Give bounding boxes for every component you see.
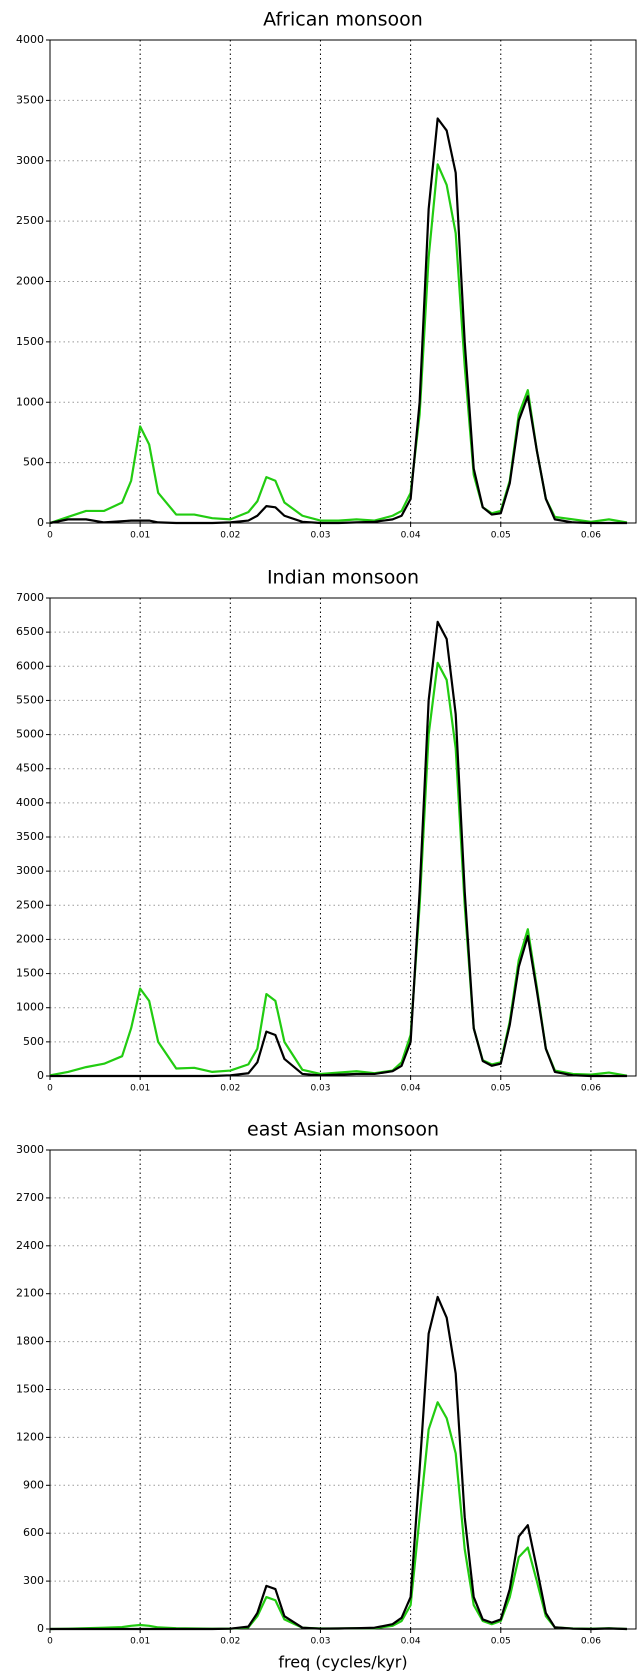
y-tick-label: 2700 [16, 1191, 44, 1204]
y-tick-label: 6500 [16, 625, 44, 638]
y-tick-label: 3500 [16, 93, 44, 106]
y-tick-label: 2500 [16, 898, 44, 911]
x-tick-label: 0.05 [491, 1637, 511, 1647]
y-tick-label: 2100 [16, 1287, 44, 1300]
plot-frame [49, 597, 637, 1077]
y-tick-label: 1500 [16, 967, 44, 980]
y-tick-label: 7000 [16, 591, 44, 604]
y-tick-label: 3500 [16, 830, 44, 843]
y-tick-label: 4000 [16, 796, 44, 809]
x-tick-label: 0.01 [130, 1084, 150, 1094]
series-line [50, 1295, 628, 1631]
y-tick-label: 1000 [16, 1001, 44, 1014]
y-tick-label: 1800 [16, 1335, 44, 1348]
x-tick-label: 0.04 [401, 1637, 421, 1647]
y-tick-label: 4000 [16, 33, 44, 46]
y-tick-label: 0 [37, 516, 44, 529]
x-tick-label: 0.01 [130, 531, 150, 541]
series-line [49, 163, 628, 525]
chart-title: Indian monsoon [267, 567, 419, 589]
y-tick-label: 1200 [16, 1430, 44, 1443]
y-tick-label: 4500 [16, 762, 44, 775]
x-tick-label: 0.04 [401, 1084, 421, 1094]
y-tick-label: 2400 [16, 1239, 44, 1252]
chart-title: east Asian monsoon [247, 1119, 439, 1141]
y-tick-label: 0 [37, 1622, 44, 1635]
y-tick-label: 500 [23, 456, 44, 469]
series-line [49, 1401, 628, 1631]
y-tick-label: 3000 [16, 1143, 44, 1156]
y-tick-label: 500 [23, 1035, 44, 1048]
x-tick-label: 0.02 [220, 1084, 240, 1094]
x-tick-label: 0.05 [491, 1084, 511, 1094]
y-tick-label: 6000 [16, 659, 44, 672]
y-tick-label: 900 [23, 1478, 44, 1491]
x-tick-label: 0.03 [310, 1084, 330, 1094]
y-tick-label: 2000 [16, 932, 44, 945]
y-tick-label: 2000 [16, 275, 44, 288]
x-tick-label: 0.06 [581, 1637, 601, 1647]
y-tick-label: 5500 [16, 693, 44, 706]
x-tick-label: 0.03 [310, 531, 330, 541]
x-tick-label: 0.06 [581, 1084, 601, 1094]
y-tick-label: 5000 [16, 728, 44, 741]
x-axis-label: freq (cycles/kyr) [278, 1653, 407, 1672]
y-tick-label: 1000 [16, 395, 44, 408]
x-tick-label: 0 [47, 1637, 53, 1647]
y-tick-label: 3000 [16, 864, 44, 877]
y-tick-label: 3000 [16, 154, 44, 167]
chart-title: African monsoon [263, 9, 423, 31]
y-tick-label: 600 [23, 1526, 44, 1539]
y-tick-label: 300 [23, 1574, 44, 1587]
x-tick-label: 0 [47, 1084, 53, 1094]
x-tick-label: 0.06 [581, 531, 601, 541]
x-tick-label: 0.05 [491, 531, 511, 541]
y-tick-label: 1500 [16, 1383, 44, 1396]
series-line [50, 620, 627, 1078]
x-tick-label: 0.02 [220, 1637, 240, 1647]
x-tick-label: 0.03 [310, 1637, 330, 1647]
x-tick-label: 0.02 [220, 531, 240, 541]
y-tick-label: 1500 [16, 335, 44, 348]
y-tick-label: 2500 [16, 214, 44, 227]
x-tick-label: 0.01 [130, 1637, 150, 1647]
x-tick-label: 0.04 [401, 531, 421, 541]
y-tick-label: 0 [37, 1069, 44, 1082]
series-line [49, 117, 627, 525]
x-tick-label: 0 [47, 531, 53, 541]
